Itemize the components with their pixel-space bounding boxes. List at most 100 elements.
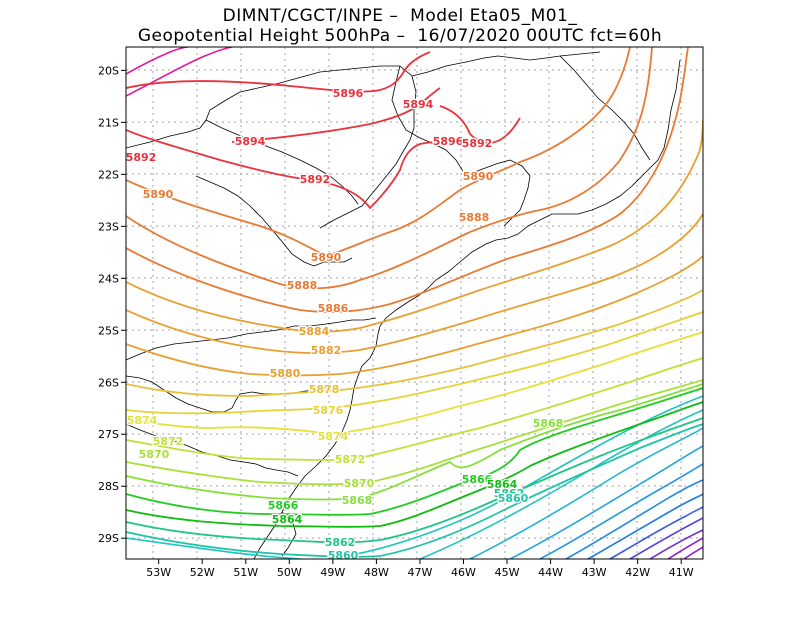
lon-tick-label: 53W [146,566,171,579]
lon-tick-label: 46W [451,566,476,579]
contour-label-5892: 5892 [126,151,157,164]
contour-label-5896: 5896 [433,135,464,148]
contour-label-5876: 5876 [313,404,344,417]
lat-tick-label: 28S [98,480,119,493]
contour-5850 [539,463,703,559]
lon-tick-label: 44W [538,566,563,579]
contour-labels: 5896 5896 5894 5894 5892 5892 5892 5890 5890 5890… [126,86,565,562]
contour-5854 [469,427,703,559]
contour-label-5878: 5878 [309,383,340,396]
lon-tick-label: 49W [320,566,345,579]
contour-label-5892: 5892 [462,137,493,150]
contour-label-5874: 5874 [318,430,349,443]
contour-5880 [126,255,703,377]
contour-label-5868: 5868 [533,417,564,430]
contour-label-5866: 5866 [462,473,493,486]
state-border-sp-pr [195,175,353,267]
lat-tick-label: 24S [98,272,119,285]
state-border-pr-sc [126,317,377,361]
contour-label-5888: 5888 [459,211,490,224]
contour-label-5882: 5882 [311,344,342,357]
lon-tick-label: 45W [495,566,520,579]
plot-frame [125,46,704,560]
contour-5870 [126,379,703,486]
contour-label-5866: 5866 [268,499,299,512]
contour-label-5860: 5860 [328,549,359,562]
river-tiete [391,65,467,177]
contour-5896 [126,51,431,93]
contour-label-5872: 5872 [335,453,366,466]
contour-label-5864: 5864 [272,513,303,526]
contour-5840 [649,529,703,559]
contour-label-5896: 5896 [333,87,364,100]
contour-5900 [126,47,189,75]
lat-tick-label: 20S [98,64,119,77]
contour-5882 [126,213,703,354]
contour-5860 [126,423,703,558]
contour-label-5874: 5874 [127,414,158,427]
lon-tick-label: 50W [277,566,302,579]
contour-label-5862: 5862 [325,536,356,549]
lon-tick-label: 47W [408,566,433,579]
lon-tick-label: 41W [669,566,694,579]
axis-ticks: 53W 52W 51W 50W 49W 48W 47W 46W 45W 44W 43W 42W 41W 2… [98,64,694,579]
contour-label-5860: 5860 [498,492,529,505]
gridlines [126,47,703,559]
contour-5878 [126,289,703,397]
lat-tick-label: 26S [98,376,119,389]
lat-tick-label: 27S [98,428,119,441]
contour-5842 [629,517,703,559]
border-minas [559,55,651,161]
contour-5894 [231,87,521,144]
lon-tick-label: 51W [233,566,258,579]
contour-5876 [126,311,703,415]
contour-label-5894: 5894 [403,98,434,111]
lat-tick-label: 21S [98,116,119,129]
contour-label-5870: 5870 [344,477,375,490]
lat-tick-label: 29S [98,532,119,545]
contour-5886 [126,47,689,313]
contour-label-5884: 5884 [299,325,330,338]
contour-5872 [126,357,703,461]
lon-tick-label: 42W [625,566,650,579]
state-border-mg-sp [411,51,601,77]
lat-tick-label: 25S [98,324,119,337]
contour-label-5872: 5872 [153,435,184,448]
contour-label-5862: 5862 [494,487,525,500]
contour-5864 [126,401,703,528]
contour-5838 [667,537,703,559]
lagoa-coast [281,511,297,557]
contour-5874 [126,331,703,435]
lat-tick-label: 22S [98,168,119,181]
contour-5852 [509,445,703,559]
lon-tick-label: 52W [190,566,215,579]
contour-5892 [126,129,477,210]
contour-5888 [126,47,653,290]
contour-label-5892: 5892 [300,173,331,186]
contour-5890 [126,47,631,257]
contour-label-5888: 5888 [287,279,318,292]
contour-5868 [126,383,703,501]
contour-5848 [565,479,703,559]
contour-label-5894: 5894 [235,135,266,148]
contour-5844 [609,506,703,559]
state-border-rj [465,159,531,227]
state-border-sc-rs [126,423,299,477]
contour-label-5890: 5890 [311,251,342,264]
contour-label-5880: 5880 [270,367,301,380]
contour-label-5890: 5890 [463,170,494,183]
contour-5862 [126,417,703,544]
contour-5884 [126,119,703,333]
contour-5846 [587,493,703,559]
contours-labeled [126,47,703,558]
contour-5898 [126,47,233,97]
contour-5866 [126,387,703,516]
state-border-parana-saopaulo [126,65,417,229]
chart-title-line2: Geopotential Height 500hPa – 16/07/2020 … [137,26,663,46]
plot-background [126,47,703,559]
chart-title-line1: DIMNT/CGCT/INPE – Model Eta05_M01_ [222,6,578,26]
contour-label-5868: 5868 [342,494,373,507]
lat-tick-label: 23S [98,220,119,233]
lon-tick-label: 48W [364,566,389,579]
